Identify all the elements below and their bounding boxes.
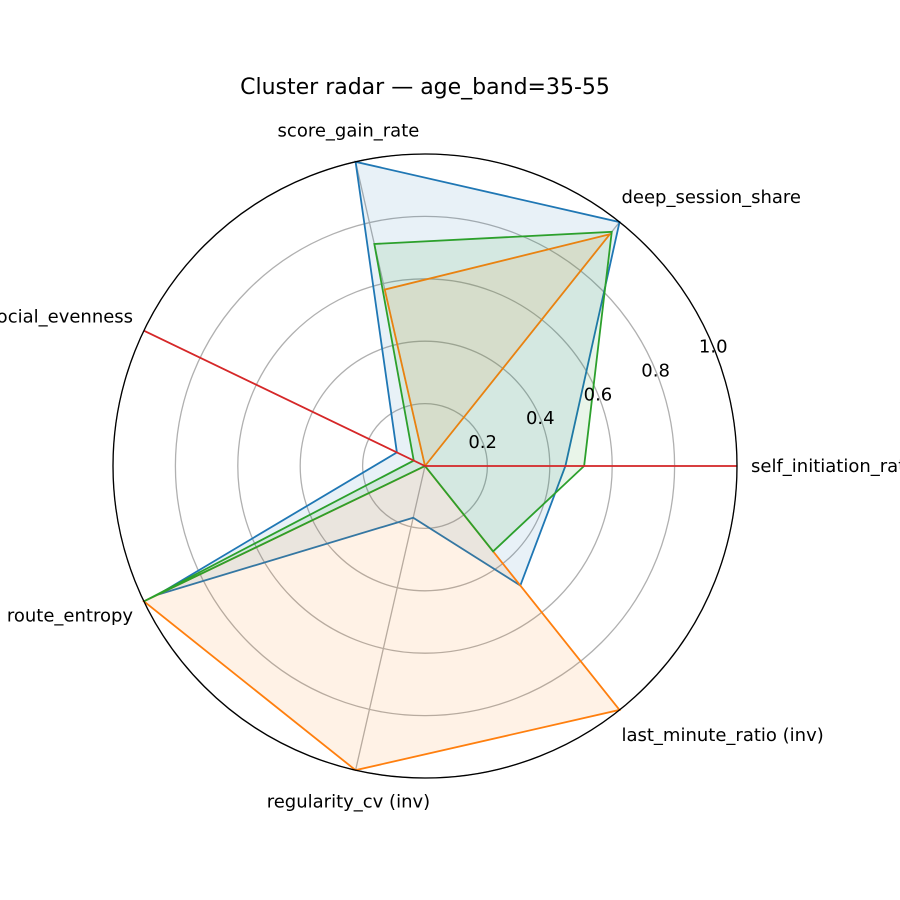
axis-label: last_minute_ratio (inv) — [621, 725, 823, 746]
polar-frame — [112, 153, 738, 779]
axis-label: social_evenness — [0, 307, 133, 328]
series-layer — [142, 160, 737, 772]
chart-title: Cluster radar — age_band=35-55 — [240, 75, 610, 100]
axis-label: deep_session_share — [621, 187, 801, 208]
radial-tick-label: 0.4 — [526, 408, 555, 429]
axis-label: regularity_cv (inv) — [267, 791, 430, 812]
radial-tick-label: 0.8 — [641, 360, 670, 381]
axis-spoke — [354, 465, 426, 771]
radial-tick-label: 0.6 — [584, 384, 613, 405]
axis-label: score_gain_rate — [278, 121, 420, 142]
axis-label: route_entropy — [7, 605, 134, 626]
series-polygon — [157, 160, 621, 596]
frame-layer — [112, 153, 738, 779]
axis-label: self_initiation_rate — [751, 456, 900, 477]
series-polygon — [143, 230, 613, 603]
radial-tick-label: 1.0 — [699, 337, 728, 358]
radial-tick-label: 0.2 — [468, 432, 497, 453]
label-layer: 0.2 0.4 0.6 0.8 1.0 self_initiation_rate deep_… — [0, 121, 900, 813]
